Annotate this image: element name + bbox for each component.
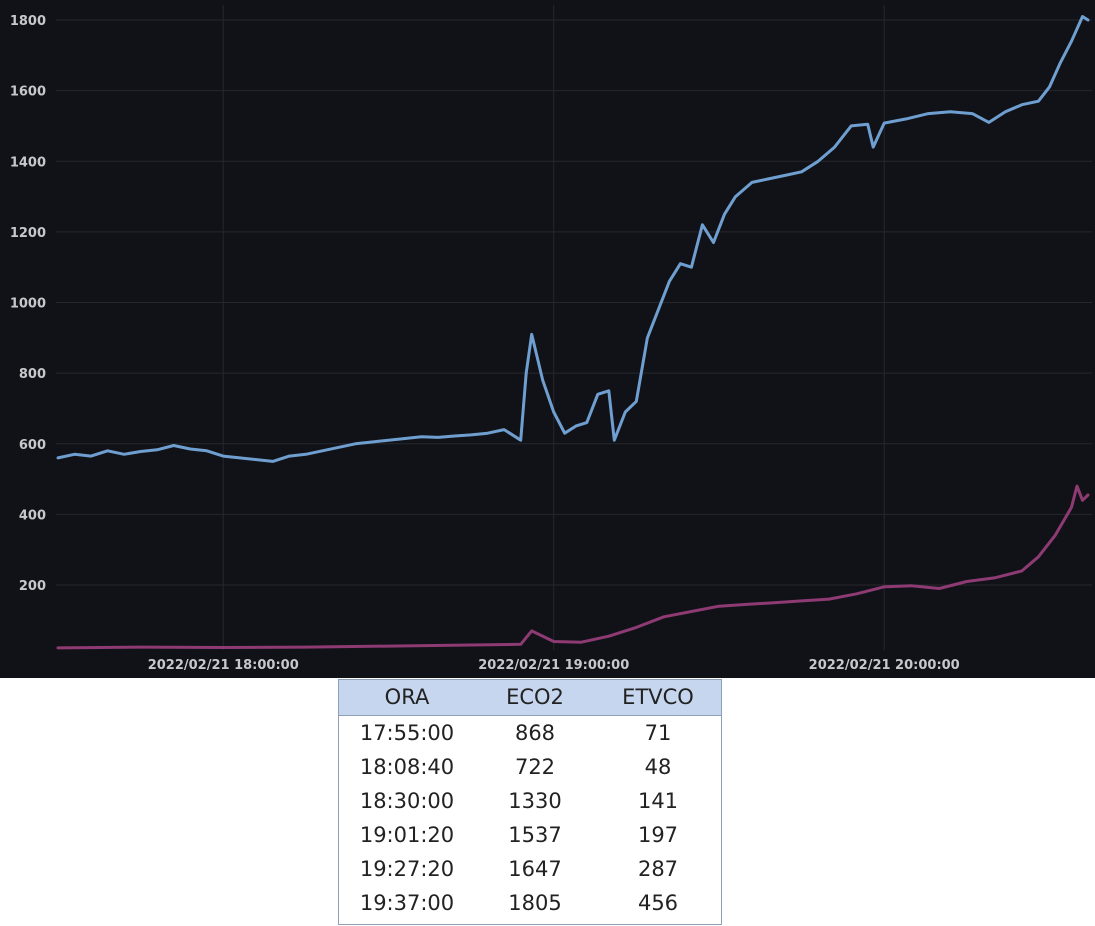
- cell-etvco: 48: [644, 755, 672, 779]
- x-tick-label: 2022/02/21 19:00:00: [478, 658, 629, 673]
- y-tick-label: 600: [19, 438, 46, 453]
- cell-ora: 19:37:00: [359, 891, 455, 915]
- x-tick-label: 2022/02/21 18:00:00: [148, 658, 299, 673]
- table-header-row: ORA ECO2 ETVCO: [338, 679, 722, 716]
- chart-panel: 200 400 600 800 1000 1200 1400 1600 1800 2022/02/…: [0, 0, 1095, 678]
- y-tick-label: 1800: [10, 14, 46, 29]
- table-row: 17:55:00 868 71: [338, 716, 722, 751]
- header-ora: ORA: [338, 679, 476, 716]
- y-tick-label: 1200: [10, 226, 46, 241]
- table-row: 19:27:20 1647 287: [338, 852, 722, 886]
- y-tick-label: 1600: [10, 85, 46, 100]
- series-line-2: [56, 484, 1090, 650]
- cell-ora: 19:27:20: [359, 857, 455, 881]
- table-row: 19:01:20 1537 197: [338, 818, 722, 852]
- cell-etvco: 456: [637, 891, 679, 915]
- cell-eco2: 1330: [508, 789, 562, 813]
- line-chart: 200 400 600 800 1000 1200 1400 1600 1800 2022/02/…: [10, 5, 1092, 673]
- y-tick-label: 800: [19, 367, 46, 382]
- y-tick-label: 1400: [10, 155, 46, 170]
- x-tick-label: 2022/02/21 20:00:00: [809, 658, 960, 673]
- table-row: 18:08:40 722 48: [338, 750, 722, 784]
- cell-ora: 19:01:20: [359, 823, 455, 847]
- cell-eco2: 1805: [508, 891, 562, 915]
- table-row: 18:30:00 1330 141: [338, 784, 722, 818]
- header-eco2: ECO2: [476, 679, 594, 716]
- cell-eco2: 1647: [508, 857, 562, 881]
- cell-eco2: 1537: [508, 823, 562, 847]
- cell-ora: 17:55:00: [359, 721, 455, 745]
- cell-etvco: 197: [637, 823, 679, 847]
- y-tick-label: 200: [19, 579, 46, 594]
- cell-ora: 18:08:40: [359, 755, 455, 779]
- cell-eco2: 868: [514, 721, 556, 745]
- data-table: ORA ECO2 ETVCO 17:55:00 868 71 18:08:40 …: [338, 679, 722, 920]
- cell-eco2: 722: [514, 755, 556, 779]
- cell-etvco: 71: [644, 721, 672, 745]
- y-tick-label: 400: [19, 508, 46, 523]
- y-tick-label: 1000: [10, 297, 46, 312]
- cell-etvco: 287: [637, 857, 679, 881]
- cell-ora: 18:30:00: [359, 789, 455, 813]
- cell-etvco: 141: [637, 789, 679, 813]
- series-line-1: [56, 15, 1090, 463]
- header-etvco: ETVCO: [594, 679, 722, 716]
- table-row: 19:37:00 1805 456: [338, 886, 722, 920]
